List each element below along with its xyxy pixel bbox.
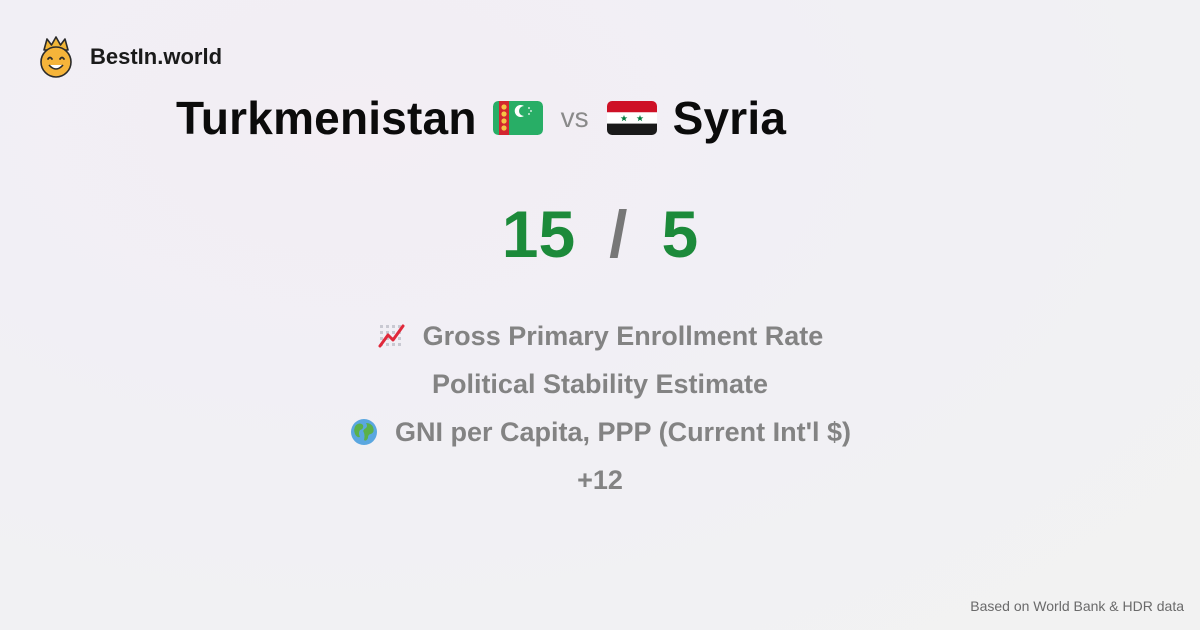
crown-smiley-icon — [40, 36, 72, 78]
more-metrics-count: +12 — [0, 456, 1200, 504]
data-source-note: Based on World Bank & HDR data — [970, 598, 1184, 614]
chart-increasing-icon — [378, 324, 405, 348]
metric-label: Political Stability Estimate — [431, 369, 769, 399]
country-a-name: Turkmenistan — [176, 92, 477, 144]
score-separator: / — [609, 197, 628, 271]
metric-item: Gross Primary Enrollment Rate — [0, 312, 1200, 360]
brand-name: BestIn.world — [90, 44, 223, 69]
globe-icon — [351, 419, 377, 445]
brand[interactable]: BestIn.world — [38, 36, 222, 78]
score-country-a: 15 — [501, 197, 576, 271]
comparison-title: Turkmenistan vs Syria — [176, 86, 786, 150]
score-country-b: 5 — [661, 197, 699, 271]
metrics-list: Gross Primary Enrollment Rate Political … — [0, 312, 1200, 504]
metric-item: Political Stability Estimate — [0, 360, 1200, 408]
metric-label: +12 — [577, 465, 623, 495]
vs-label: vs — [560, 102, 589, 133]
country-b-name: Syria — [672, 92, 787, 144]
metric-label: Gross Primary Enrollment Rate — [422, 321, 824, 351]
syria-flag-icon — [606, 101, 657, 135]
metric-label: GNI per Capita, PPP (Current Int'l $) — [395, 417, 851, 447]
turkmenistan-flag-icon — [492, 101, 543, 135]
metric-item: GNI per Capita, PPP (Current Int'l $) — [0, 408, 1200, 456]
score: 15 / 5 — [0, 194, 1200, 274]
